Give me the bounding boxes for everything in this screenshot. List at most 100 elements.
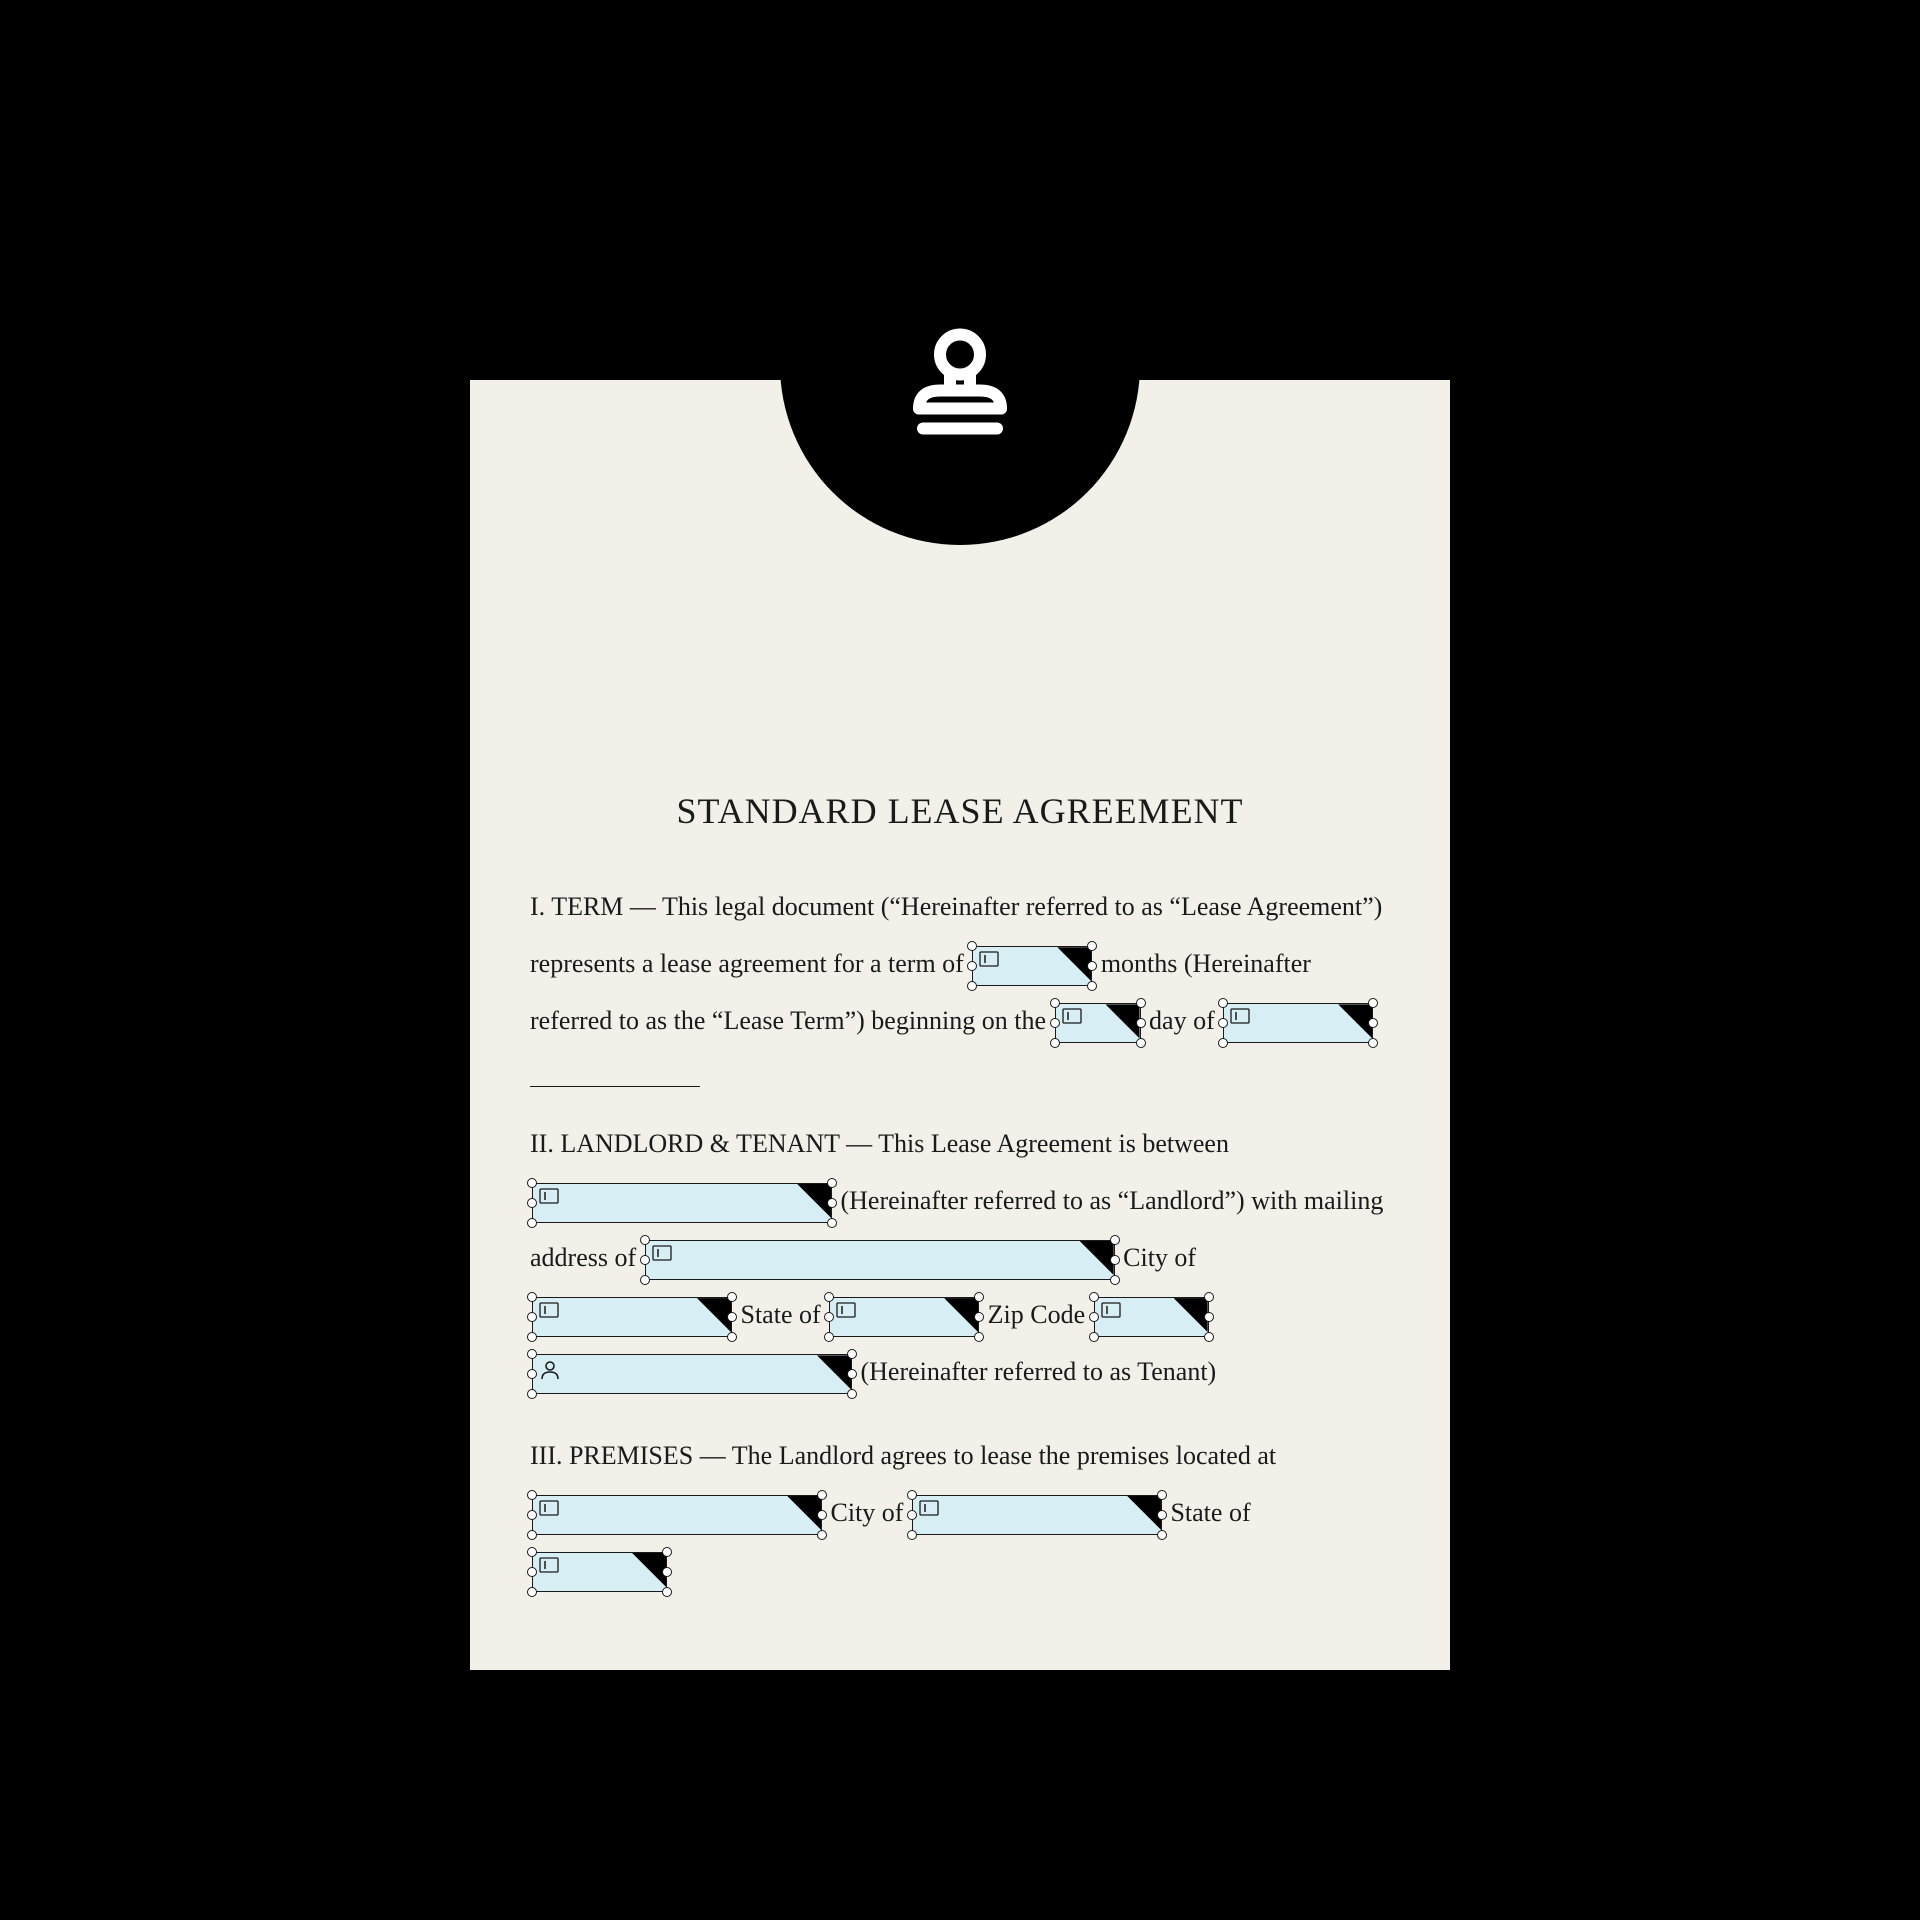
resize-handle[interactable] <box>662 1567 672 1577</box>
resize-handle[interactable] <box>527 1587 537 1597</box>
resize-handle[interactable] <box>527 1510 537 1520</box>
resize-handle[interactable] <box>1136 1038 1146 1048</box>
resize-handle[interactable] <box>907 1530 917 1540</box>
resize-handle[interactable] <box>1087 981 1097 991</box>
field-box <box>1223 1003 1373 1043</box>
resize-handle[interactable] <box>1136 998 1146 1008</box>
resize-handle[interactable] <box>824 1332 834 1342</box>
resize-handle[interactable] <box>1110 1255 1120 1265</box>
resize-handle[interactable] <box>1218 1038 1228 1048</box>
resize-handle[interactable] <box>827 1178 837 1188</box>
resize-handle[interactable] <box>527 1530 537 1540</box>
resize-handle[interactable] <box>967 961 977 971</box>
field-landlord-state[interactable] <box>829 1297 979 1337</box>
field-landlord-zip[interactable] <box>1094 1297 1209 1337</box>
resize-handle[interactable] <box>1050 1038 1060 1048</box>
field-box <box>1094 1297 1209 1337</box>
resize-handle[interactable] <box>527 1218 537 1228</box>
text: State of <box>741 1300 828 1329</box>
field-dog-ear <box>1127 1496 1161 1530</box>
resize-handle[interactable] <box>527 1198 537 1208</box>
field-term-month-name[interactable] <box>1223 1003 1373 1043</box>
field-term-day[interactable] <box>1055 1003 1141 1043</box>
resize-handle[interactable] <box>1089 1332 1099 1342</box>
document-body: STANDARD LEASE AGREEMENT I. TERM — This … <box>530 790 1390 1598</box>
resize-handle[interactable] <box>967 981 977 991</box>
resize-handle[interactable] <box>1050 998 1060 1008</box>
resize-handle[interactable] <box>527 1490 537 1500</box>
resize-handle[interactable] <box>527 1178 537 1188</box>
resize-handle[interactable] <box>847 1389 857 1399</box>
document-title: STANDARD LEASE AGREEMENT <box>530 790 1390 832</box>
field-dog-ear <box>1174 1298 1208 1332</box>
resize-handle[interactable] <box>1204 1332 1214 1342</box>
resize-handle[interactable] <box>640 1235 650 1245</box>
resize-handle[interactable] <box>640 1255 650 1265</box>
resize-handle[interactable] <box>1110 1275 1120 1285</box>
field-landlord-city[interactable] <box>532 1297 732 1337</box>
resize-handle[interactable] <box>1368 998 1378 1008</box>
field-dog-ear <box>944 1298 978 1332</box>
resize-handle[interactable] <box>827 1218 837 1228</box>
resize-handle[interactable] <box>1204 1312 1214 1322</box>
section-term: I. TERM — This legal document (“Hereinaf… <box>530 878 1390 1050</box>
resize-handle[interactable] <box>1089 1292 1099 1302</box>
resize-handle[interactable] <box>727 1292 737 1302</box>
resize-handle[interactable] <box>662 1547 672 1557</box>
field-premises-city[interactable] <box>912 1495 1162 1535</box>
resize-handle[interactable] <box>1157 1490 1167 1500</box>
resize-handle[interactable] <box>1157 1510 1167 1520</box>
resize-handle[interactable] <box>1087 961 1097 971</box>
field-box <box>645 1240 1115 1280</box>
resize-handle[interactable] <box>527 1312 537 1322</box>
resize-handle[interactable] <box>1157 1530 1167 1540</box>
resize-handle[interactable] <box>817 1510 827 1520</box>
field-box <box>532 1297 732 1337</box>
resize-handle[interactable] <box>824 1312 834 1322</box>
field-landlord-address[interactable] <box>645 1240 1115 1280</box>
resize-handle[interactable] <box>727 1332 737 1342</box>
field-premises-address[interactable] <box>532 1495 822 1535</box>
field-dog-ear <box>1080 1241 1114 1275</box>
field-box <box>532 1495 822 1535</box>
resize-handle[interactable] <box>527 1389 537 1399</box>
resize-handle[interactable] <box>847 1369 857 1379</box>
resize-handle[interactable] <box>1204 1292 1214 1302</box>
field-dog-ear <box>817 1355 851 1389</box>
field-box <box>912 1495 1162 1535</box>
resize-handle[interactable] <box>1089 1312 1099 1322</box>
field-term-months[interactable] <box>972 946 1092 986</box>
field-dog-ear <box>1338 1004 1372 1038</box>
resize-handle[interactable] <box>662 1587 672 1597</box>
resize-handle[interactable] <box>1218 1018 1228 1028</box>
resize-handle[interactable] <box>817 1490 827 1500</box>
resize-handle[interactable] <box>527 1332 537 1342</box>
resize-handle[interactable] <box>1368 1018 1378 1028</box>
resize-handle[interactable] <box>527 1369 537 1379</box>
text: II. LANDLORD & TENANT — This Lease Agree… <box>530 1129 1229 1158</box>
resize-handle[interactable] <box>1136 1018 1146 1028</box>
resize-handle[interactable] <box>1368 1038 1378 1048</box>
field-box <box>1055 1003 1141 1043</box>
resize-handle[interactable] <box>1110 1235 1120 1245</box>
field-box <box>972 946 1092 986</box>
resize-handle[interactable] <box>1050 1018 1060 1028</box>
resize-handle[interactable] <box>817 1530 827 1540</box>
resize-handle[interactable] <box>827 1198 837 1208</box>
resize-handle[interactable] <box>974 1292 984 1302</box>
resize-handle[interactable] <box>727 1312 737 1322</box>
resize-handle[interactable] <box>974 1332 984 1342</box>
resize-handle[interactable] <box>847 1349 857 1359</box>
resize-handle[interactable] <box>640 1275 650 1285</box>
resize-handle[interactable] <box>1087 941 1097 951</box>
field-box <box>532 1183 832 1223</box>
resize-handle[interactable] <box>907 1490 917 1500</box>
field-tenant-name[interactable] <box>532 1354 852 1394</box>
field-premises-state[interactable] <box>532 1552 667 1592</box>
resize-handle[interactable] <box>527 1567 537 1577</box>
resize-handle[interactable] <box>527 1547 537 1557</box>
stage: STANDARD LEASE AGREEMENT I. TERM — This … <box>0 0 1920 1920</box>
resize-handle[interactable] <box>974 1312 984 1322</box>
resize-handle[interactable] <box>907 1510 917 1520</box>
field-landlord-name[interactable] <box>532 1183 832 1223</box>
